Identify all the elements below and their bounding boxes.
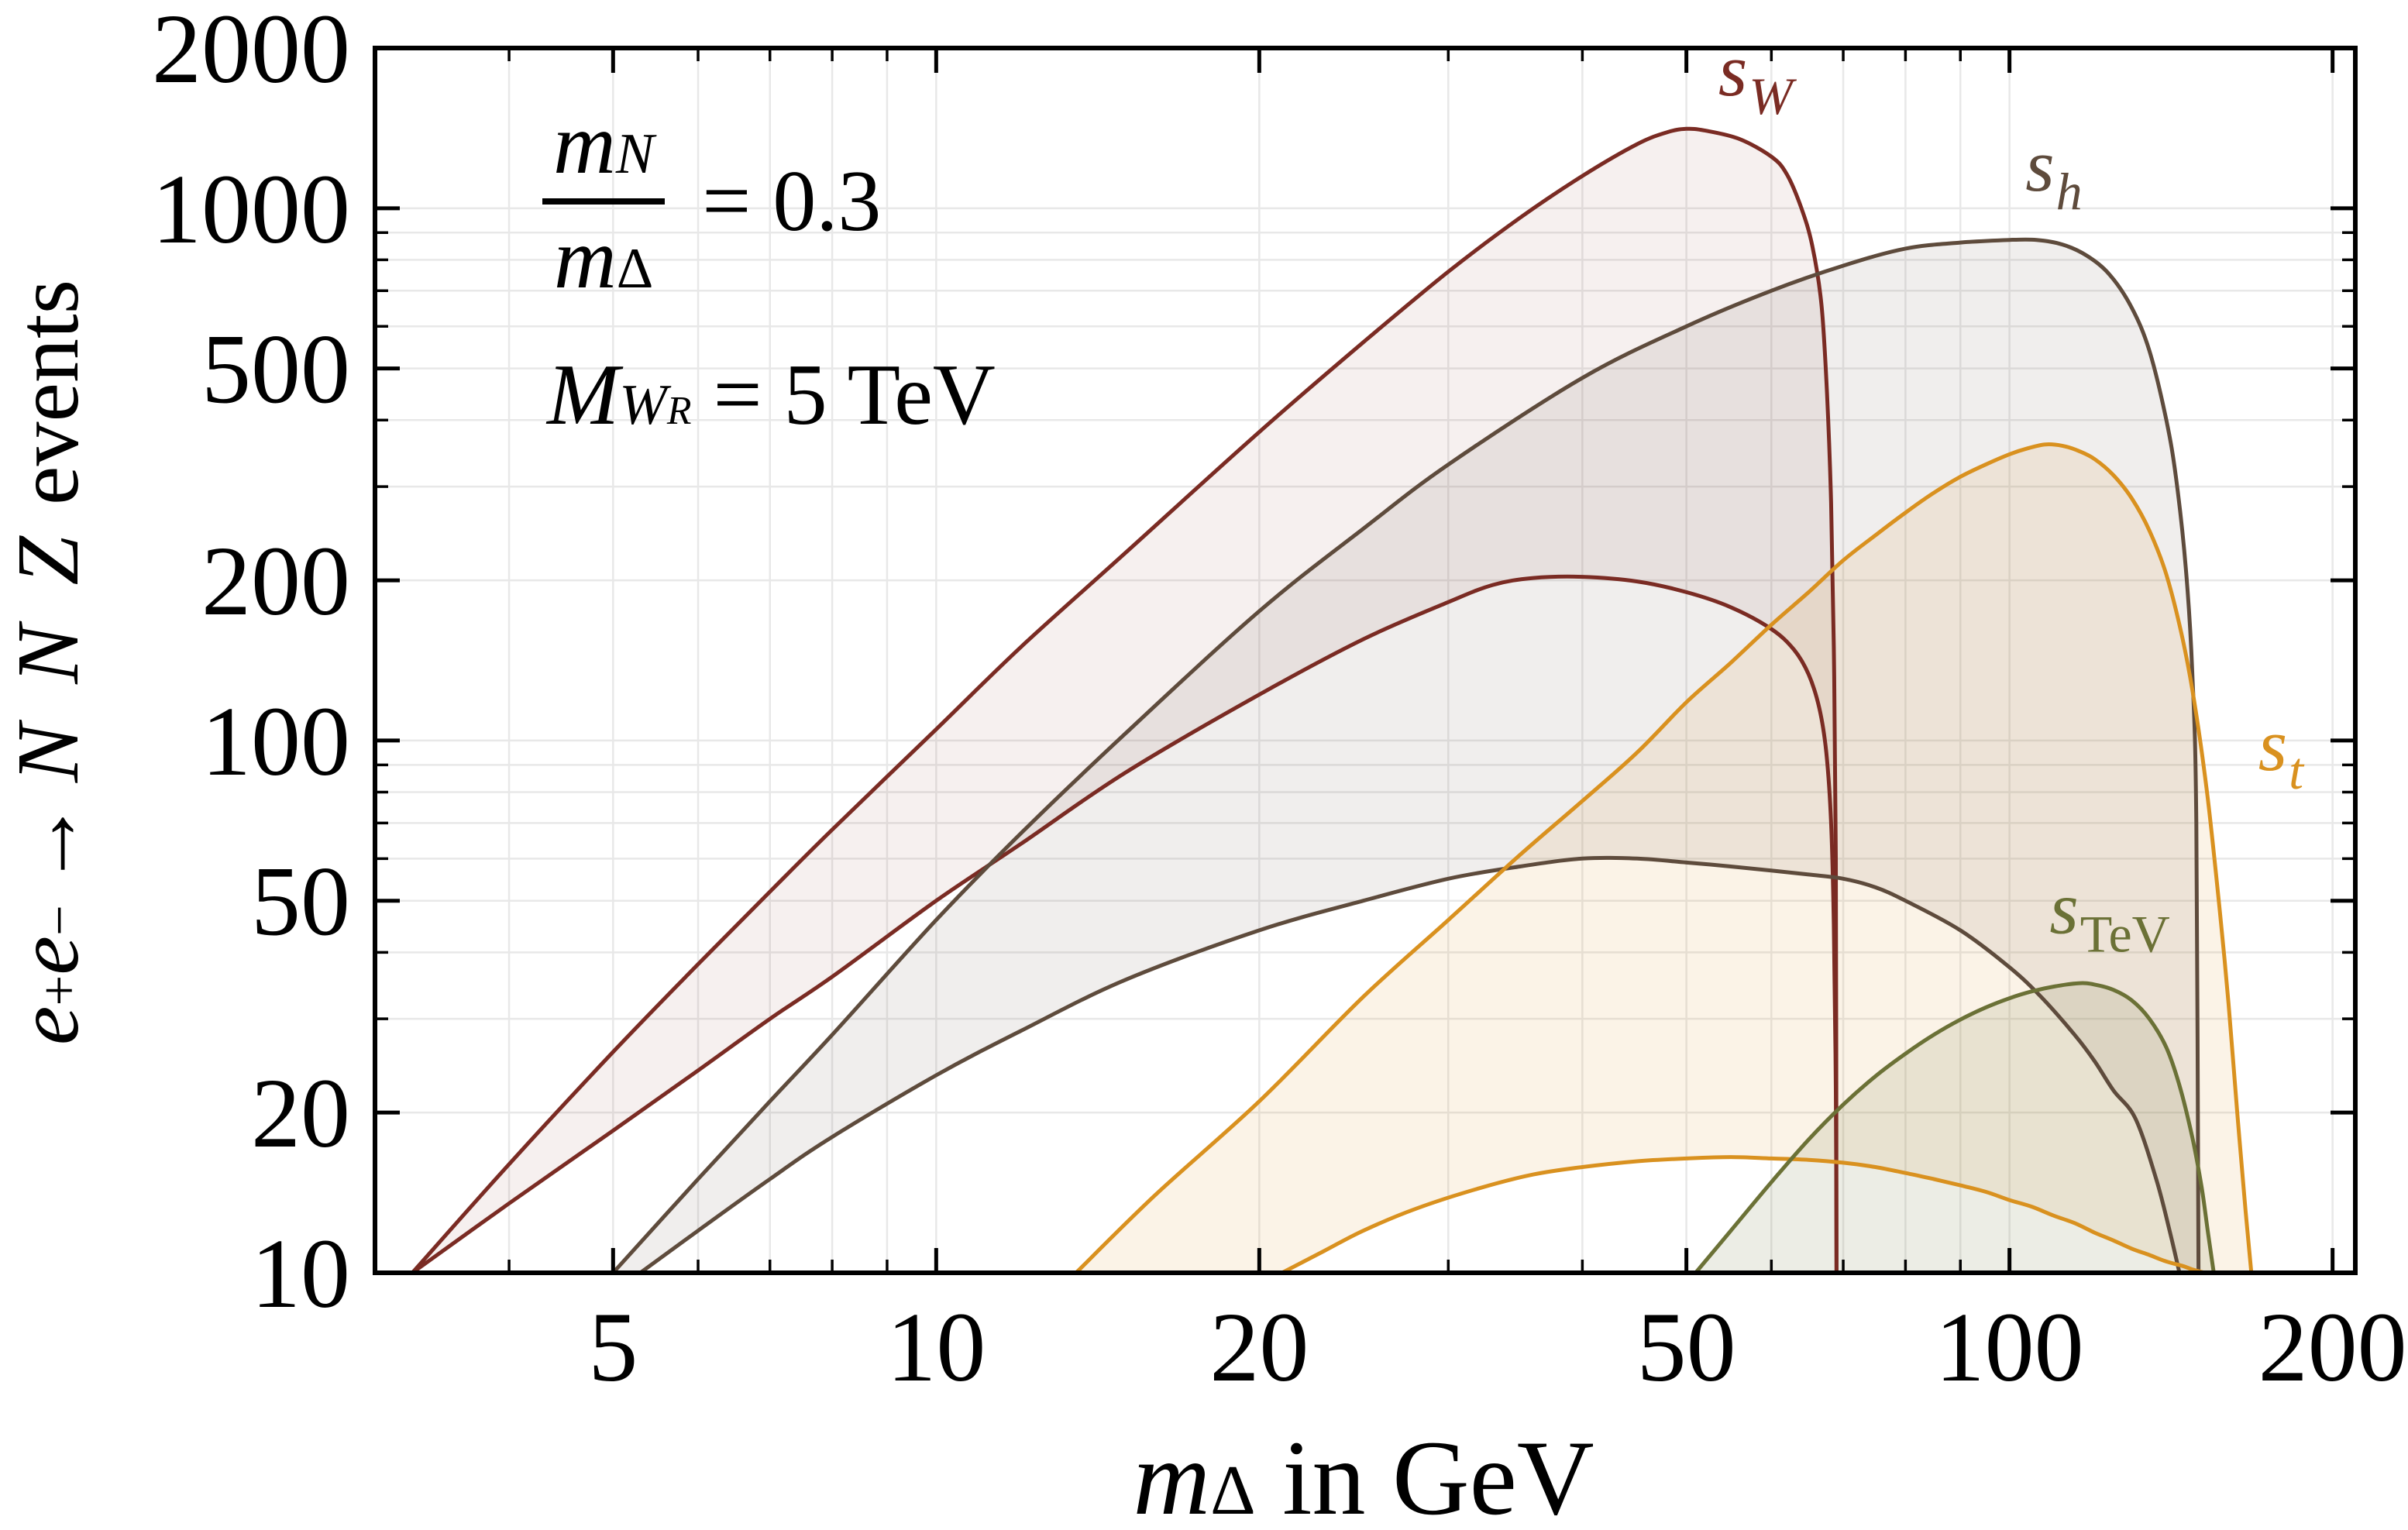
wr-mass-line: MWR = 5 TeV	[547, 347, 996, 443]
curve-sW-upper	[411, 126, 1839, 1274]
y-tick-label: 20	[251, 1058, 350, 1168]
y-tick-label: 10	[251, 1219, 350, 1329]
y-tick-label: 50	[251, 847, 350, 957]
y-tick-label: 500	[201, 315, 350, 425]
y-tick-label: 100	[201, 686, 350, 796]
y-tick-label: 2000	[152, 0, 350, 104]
curve-sW-lower	[411, 574, 1839, 1275]
x-tick-label: 50	[1637, 1292, 1736, 1402]
fraction-denominator: mΔ	[553, 211, 654, 307]
x-tick-label: 100	[1935, 1292, 2084, 1402]
x-axis-label: mΔ in GeV	[1133, 1418, 1594, 1530]
x-tick-label: 20	[1209, 1292, 1309, 1402]
band-sW	[412, 129, 1837, 1274]
curve-sTeV-upper	[1694, 981, 2216, 1274]
curve-label-sTeV: sTeV	[2049, 866, 2169, 963]
band-sh	[613, 239, 2199, 1273]
fraction-numerator: mN	[553, 96, 655, 192]
y-axis-label: e+e−→N N Z events	[0, 279, 97, 1046]
curve-label-sW: sW	[1718, 29, 1797, 125]
curve-label-st: st	[2258, 703, 2305, 800]
curve-sh-upper	[611, 237, 2201, 1274]
curve-st-upper	[1075, 442, 2254, 1274]
arrow-icon: →	[0, 799, 97, 889]
y-tick-label: 1000	[152, 154, 350, 264]
x-tick-label: 10	[886, 1292, 986, 1402]
mass-ratio-line: mN mΔ = 0.3	[542, 101, 996, 302]
mass-ratio-value: = 0.3	[702, 153, 882, 249]
parameter-annotation: mN mΔ = 0.3 MWR = 5 TeV	[542, 101, 996, 438]
band-sTeV	[1695, 983, 2214, 1273]
y-tick-label: 200	[201, 526, 350, 636]
x-tick-label: 200	[2258, 1292, 2407, 1402]
fraction-bar	[542, 198, 666, 205]
curve-st-lower	[1281, 1155, 2206, 1275]
curve-sh-lower	[638, 855, 2182, 1275]
curve-label-sh: sh	[2025, 124, 2082, 221]
x-tick-label: 5	[588, 1292, 638, 1402]
mass-ratio-fraction: mN mΔ	[542, 96, 666, 307]
plot-frame	[373, 46, 2358, 1275]
